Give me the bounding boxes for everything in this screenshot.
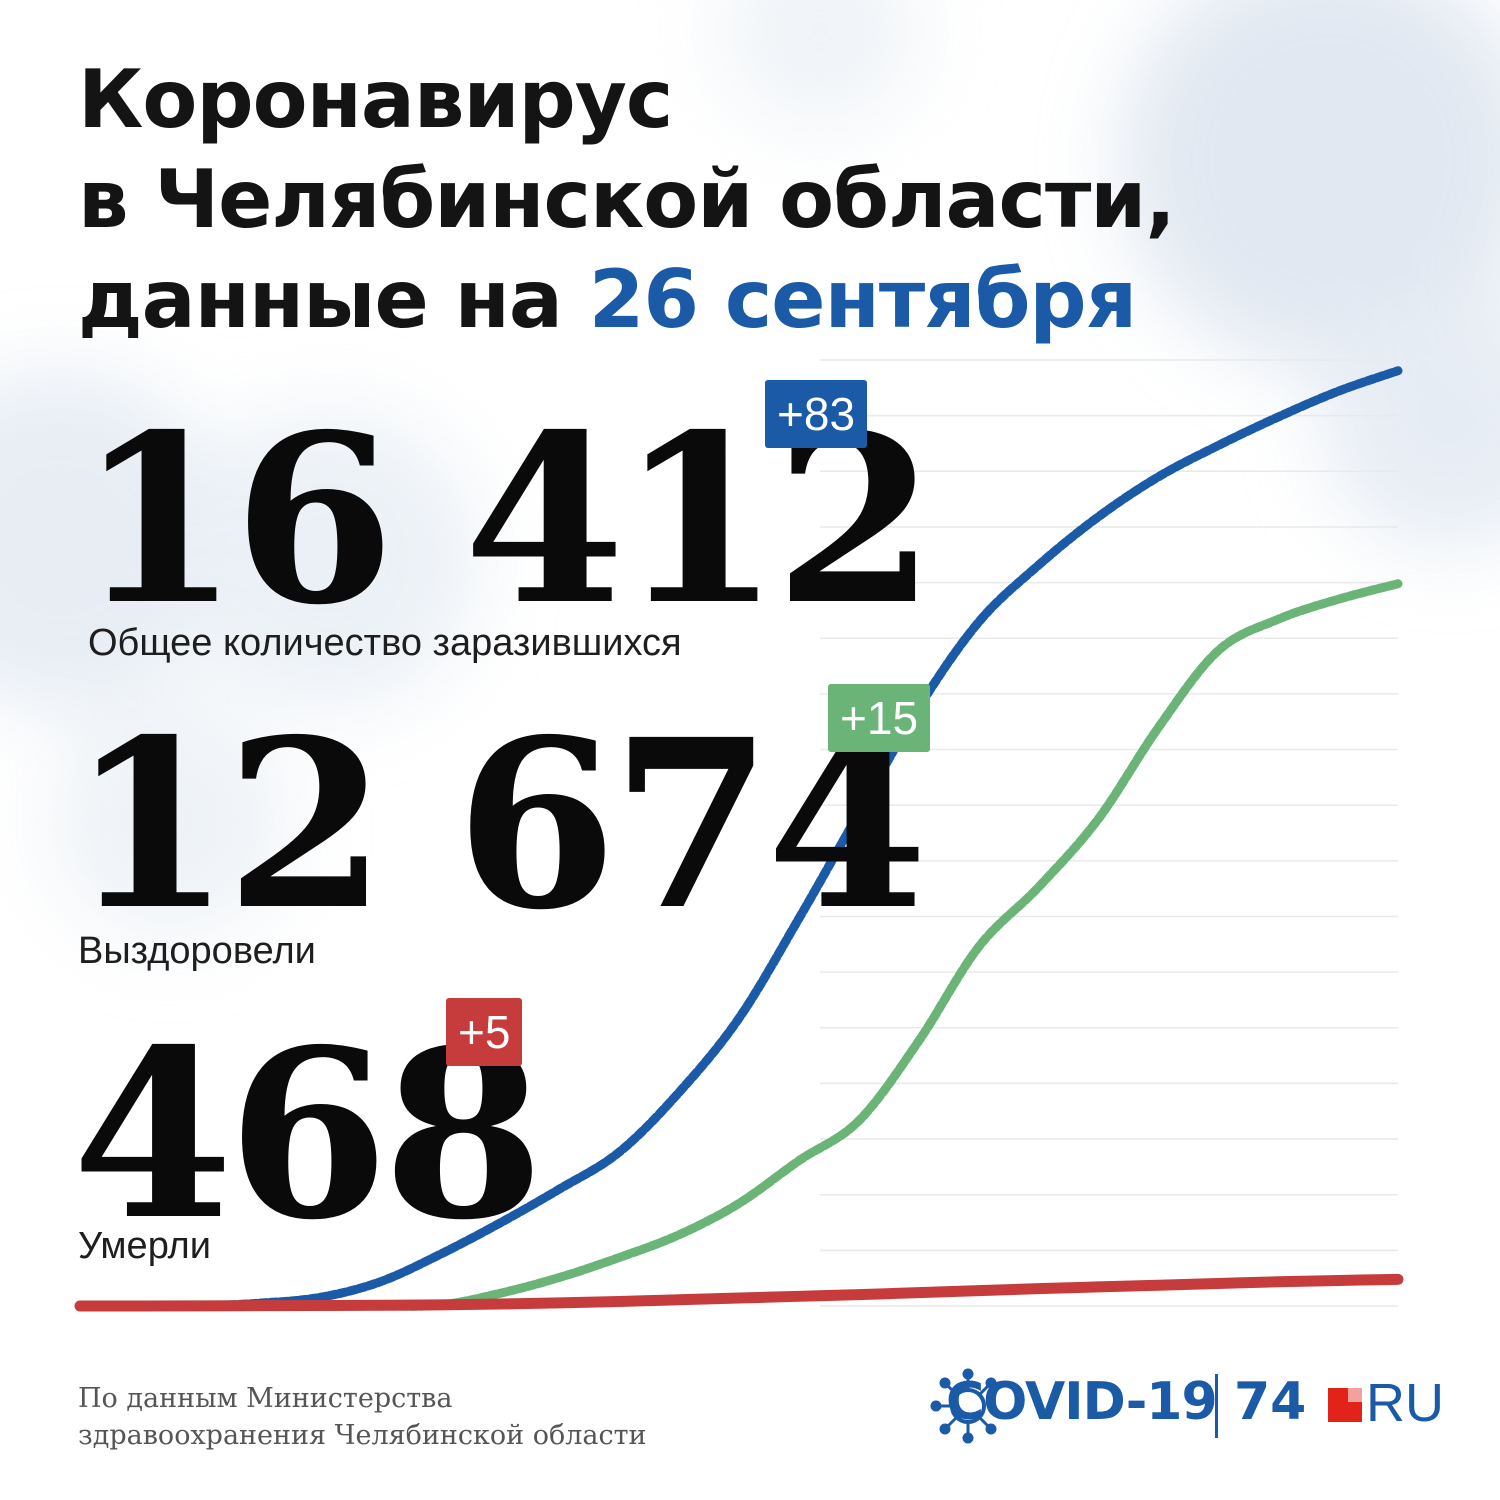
deaths-label: Умерли — [78, 1225, 211, 1267]
brand-ru-text: RU — [1366, 1373, 1444, 1433]
brand-number: 74 — [1234, 1372, 1307, 1432]
recovered-stat: 12 674 — [70, 688, 928, 961]
title-prefix: данные на — [78, 253, 589, 346]
brand-square-icon — [1328, 1388, 1362, 1422]
infected-label: Общее количество заразившихся — [88, 622, 682, 664]
chart-grid — [820, 359, 1398, 1307]
brand-divider — [1215, 1374, 1218, 1438]
recovered-label: Выздоровели — [78, 930, 316, 972]
deaths-series-line — [74, 1273, 1404, 1312]
recovered-value: 12 674 — [70, 688, 928, 961]
source-line-2: здравоохранения Челябинской области — [78, 1420, 647, 1451]
chart-series — [74, 366, 1404, 1312]
title-date: 26 сентября — [588, 253, 1137, 346]
source-note: По данным Министерства здравоохранения Ч… — [78, 1380, 647, 1454]
virus-icon — [930, 1368, 997, 1444]
deaths-delta-badge: +5 — [446, 998, 523, 1066]
title-line-2: в Челябинской области, — [78, 153, 1176, 246]
infected-delta-badge: +83 — [765, 380, 868, 448]
brand-logo: COVID-19 74 RU — [928, 1366, 1458, 1446]
title-line-3: данные на 26 сентября — [78, 250, 1175, 350]
recovered-delta-badge: +15 — [828, 684, 931, 752]
title-line-1: Коронавирус — [78, 53, 673, 146]
page-title: Коронавирус в Челябинской области, данны… — [78, 50, 1176, 350]
source-line-1: По данным Министерства — [78, 1383, 453, 1414]
brand-covid-text: COVID-19 — [946, 1372, 1218, 1432]
infected-series-line — [75, 366, 1403, 1311]
